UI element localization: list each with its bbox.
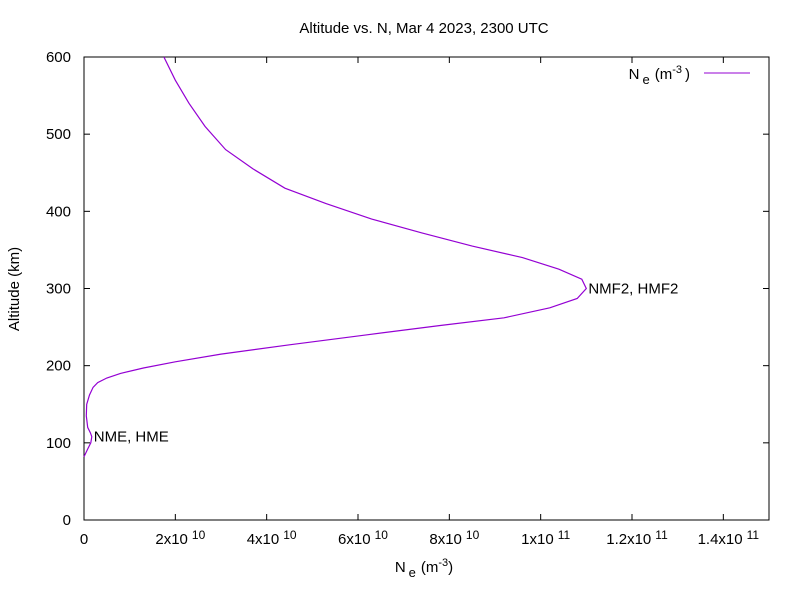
x-tick-label: 6x10 10 — [338, 528, 388, 548]
y-tick-label: 0 — [63, 512, 71, 529]
annotation-label: NMF2, HMF2 — [588, 281, 678, 298]
x-tick-label: 8x10 10 — [429, 528, 479, 548]
x-tick-label: 1.2x10 11 — [606, 528, 668, 548]
y-tick-label: 300 — [46, 281, 71, 298]
annotations: NME, HME NMF2, HMF2 — [94, 281, 679, 446]
y-axis: 0 100 200 300 400 500 600 — [46, 49, 769, 529]
x-tick-label: 2x10 10 — [155, 528, 205, 548]
y-tick-label: 200 — [46, 358, 71, 375]
x-tick-label: 0 — [80, 531, 88, 548]
y-tick-label: 400 — [46, 203, 71, 220]
y-tick-label: 500 — [46, 126, 71, 143]
y-axis-label: Altitude (km) — [6, 247, 23, 331]
x-tick-label: 1x10 11 — [521, 528, 570, 548]
chart-title: Altitude vs. N, Mar 4 2023, 2300 UTC — [299, 20, 548, 37]
y-tick-label: 100 — [46, 435, 71, 452]
x-tick-label: 1.4x10 11 — [698, 528, 760, 548]
y-tick-label: 600 — [46, 49, 71, 66]
x-axis: 0 2x10 10 4x10 10 6x10 10 8x10 10 1x10 11 1.2x10 11 1… — [80, 57, 760, 548]
series-line-ne — [83, 56, 588, 457]
annotation-label: NME, HME — [94, 429, 169, 446]
x-tick-label: 4x10 10 — [247, 528, 297, 548]
